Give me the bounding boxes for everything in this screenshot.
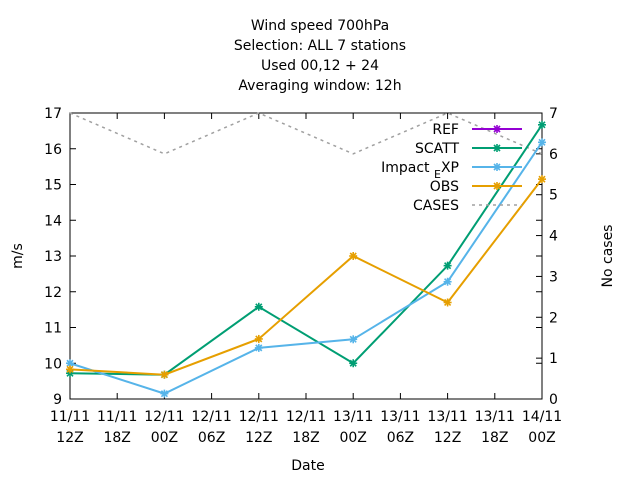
legend-label-part: XP	[441, 160, 459, 176]
y-tick-label: 17	[44, 106, 62, 122]
data-point-scatt	[349, 359, 358, 368]
y-tick-label: 13	[44, 249, 62, 265]
legend-marker-scatt	[493, 144, 501, 152]
data-point-impact_exp	[443, 277, 452, 286]
data-point-impact_exp	[349, 335, 358, 344]
legend-label-obs: OBS	[430, 179, 459, 195]
legend-label-impact-exp: Impact EXP	[381, 160, 459, 181]
chart-title-line: Averaging window: 12h	[238, 78, 401, 94]
x-tick-label-date: 14/11	[522, 409, 562, 425]
x-tick-label-hour: 00Z	[151, 430, 178, 446]
x-tick-label-date: 12/11	[191, 409, 231, 425]
y2-tick-label: 6	[549, 147, 558, 163]
x-tick-label-date: 11/11	[50, 409, 90, 425]
plot-frame	[69, 112, 543, 400]
x-tick-label-date: 13/11	[427, 409, 467, 425]
y-tick-label: 12	[44, 285, 62, 301]
y2-tick-label: 5	[549, 188, 558, 204]
data-point-obs	[66, 365, 74, 374]
data-point-scatt	[254, 302, 263, 311]
series-line-obs	[69, 178, 543, 376]
legend-label-ref: REF	[432, 122, 459, 138]
x-tick-label-hour: 00Z	[339, 430, 366, 446]
legend-label-scatt: SCATT	[415, 141, 459, 157]
y-tick-label: 15	[44, 178, 62, 194]
y2-tick-label: 2	[549, 310, 558, 326]
data-point-obs	[443, 298, 452, 307]
y2-tick-label: 4	[549, 229, 558, 245]
x-tick-label-hour: 12Z	[56, 430, 83, 446]
x-tick-label-hour: 18Z	[481, 430, 508, 446]
chart-title-line: Selection: ALL 7 stations	[234, 38, 406, 54]
x-tick-label-hour: 06Z	[387, 430, 414, 446]
legend-marker-impact_exp	[493, 163, 501, 171]
data-point-impact_exp	[254, 343, 263, 352]
legend-label-part: Impact	[381, 160, 430, 176]
x-tick-label-date: 12/11	[144, 409, 184, 425]
y-tick-label: 11	[44, 321, 62, 337]
data-point-obs	[254, 334, 263, 343]
legend-marker-ref	[493, 125, 501, 133]
data-point-scatt	[538, 120, 546, 129]
series-line-impact_exp	[69, 141, 543, 395]
x-tick-label-hour: 06Z	[198, 430, 225, 446]
data-point-obs	[160, 370, 169, 379]
x-tick-label-hour: 00Z	[528, 430, 555, 446]
x-tick-label-hour: 18Z	[292, 430, 319, 446]
data-point-scatt	[443, 261, 452, 270]
x-tick-label-hour: 12Z	[245, 430, 272, 446]
x-tick-label-hour: 12Z	[434, 430, 461, 446]
data-point-impact_exp	[160, 389, 169, 398]
y2-tick-label: 7	[549, 106, 558, 122]
chart-title-line: Wind speed 700hPa	[251, 18, 389, 34]
x-tick-label-date: 13/11	[333, 409, 373, 425]
y-tick-label: 10	[44, 356, 62, 372]
x-axis-label: Date	[291, 458, 324, 474]
y2-tick-label: 3	[549, 269, 558, 285]
y2-tick-label: 1	[549, 351, 558, 367]
data-point-impact_exp	[538, 138, 546, 147]
data-point-obs	[538, 175, 546, 184]
x-tick-label-date: 12/11	[239, 409, 279, 425]
legend-label-subscript: E	[434, 168, 441, 181]
series-line-scatt	[69, 124, 543, 376]
y-tick-label: 9	[53, 392, 62, 408]
y-tick-label: 16	[44, 142, 62, 158]
x-tick-label-hour: 18Z	[103, 430, 130, 446]
y2-axis-label: No cases	[600, 225, 616, 288]
x-tick-label-date: 12/11	[286, 409, 326, 425]
x-tick-label-date: 13/11	[475, 409, 515, 425]
y-axis-label: m/s	[10, 243, 26, 269]
chart-title-line: Used 00,12 + 24	[261, 58, 379, 74]
x-tick-label-date: 11/11	[97, 409, 137, 425]
y-tick-label: 14	[44, 213, 62, 229]
x-tick-label-date: 13/11	[380, 409, 420, 425]
legend-marker-obs	[493, 182, 501, 190]
legend-label-cases: CASES	[413, 198, 459, 214]
data-point-obs	[349, 252, 358, 260]
series-line-cases	[69, 112, 543, 155]
y2-tick-label: 0	[549, 392, 558, 408]
